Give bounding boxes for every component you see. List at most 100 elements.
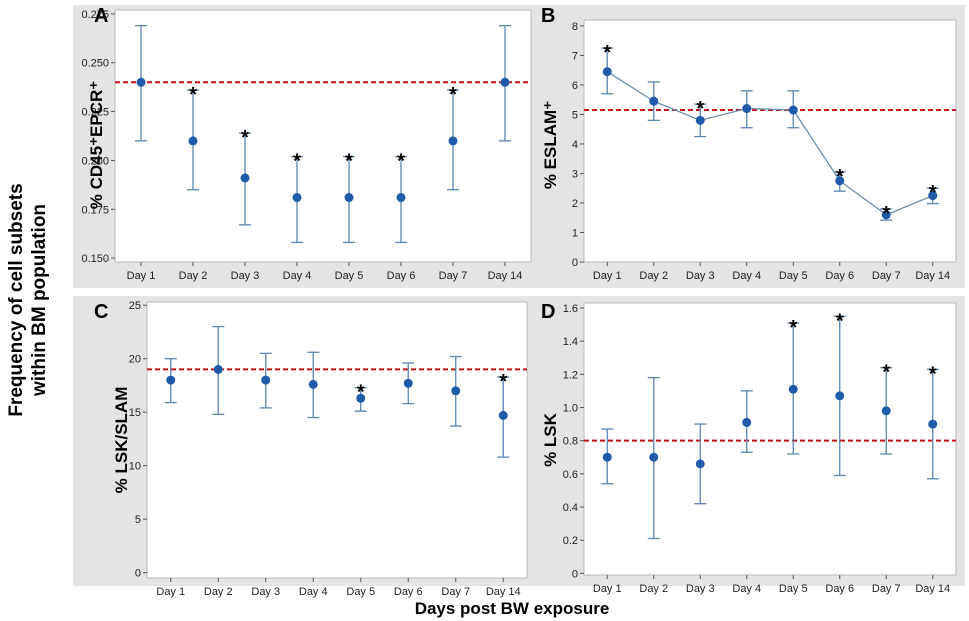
panel-c-ytick-label: 25 [129, 300, 141, 312]
panel-b: B % ESLAM⁺ 0 1 2 3 4 5 6 7 8 Day 1 Day 2 Day 3 Day 4 Da… [533, 5, 965, 288]
panel-c-plot-area [146, 301, 528, 579]
panel-a-xtick-label: Day 5 [335, 270, 364, 282]
panel-a-point [188, 136, 198, 146]
panel-b-xtick-label: Day 14 [915, 270, 950, 282]
panel-d-ytick-label: 1.0 [563, 402, 578, 414]
panel-b-significance-star: * [603, 42, 611, 64]
panel-d-point [928, 419, 938, 429]
panel-c-xtick-label: Day 4 [299, 586, 328, 598]
panel-b-significance-star: * [836, 166, 844, 188]
panel-a-point [292, 193, 302, 203]
panel-b-xtick-label: Day 6 [825, 270, 854, 282]
panel-c-xtick-label: Day 2 [204, 586, 233, 598]
panel-a-xtick-label: Day 6 [387, 270, 416, 282]
panel-b-xtick-label: Day 3 [686, 270, 715, 282]
panel-d-ytick-label: 1.4 [563, 336, 578, 348]
panel-d-ytick-label: 0.2 [563, 535, 578, 547]
panel-a-ytick-label: 0.175 [81, 204, 109, 216]
panel-c-significance-star: * [357, 382, 365, 404]
panel-b-point [881, 210, 891, 220]
panel-c-xtick-label: Day 5 [346, 586, 375, 598]
panel-d-significance-star: * [882, 362, 890, 384]
panel-c-point [308, 379, 318, 389]
panel-a: A % CD45⁺EPCR⁺ 0.150 0.175 0.200 0.225 0.250 0.… [73, 5, 536, 288]
panel-a-significance-star: * [449, 84, 457, 106]
panel-b-plot-area [583, 19, 957, 263]
panel-b-significance-star: * [929, 182, 937, 204]
panel-b-series-line [606, 71, 933, 216]
panel-c-point [498, 410, 508, 420]
panel-a-significance-star: * [397, 151, 405, 173]
panel-a-ytick-label: 0.225 [81, 107, 109, 119]
panel-d: D % LSK 0 0.2 0.4 0.6 0.8 1.0 1.2 1.4 1.6 Day 1 Day … [533, 296, 965, 595]
panel-a-point [240, 173, 250, 183]
panel-b-ytick-label: 8 [572, 21, 578, 33]
panel-a-xtick-label: Day 3 [231, 270, 260, 282]
panel-b-xtick-label: Day 4 [732, 270, 761, 282]
panel-a-point [448, 136, 458, 146]
panel-d-point [835, 391, 845, 401]
panel-d-significance-star: * [929, 363, 937, 385]
panel-b-ytick-label: 7 [572, 50, 578, 62]
panel-b-ytick-label: 1 [572, 227, 578, 239]
panel-c-point [451, 386, 461, 396]
panel-b-point [742, 104, 752, 114]
panel-a-point [500, 77, 510, 87]
panel-d-plot-area [583, 302, 957, 576]
panel-a-significance-star: * [345, 151, 353, 173]
panel-c-ylabel: % LSK/SLAM [112, 387, 131, 494]
panel-b-xtick-label: Day 7 [872, 270, 901, 282]
panel-d-letter: D [541, 301, 555, 323]
panel-a-letter: A [94, 5, 108, 27]
panel-b-point [695, 115, 705, 125]
panel-c-point [166, 375, 176, 385]
panel-c-point [213, 364, 223, 374]
figure-xlabel: Days post BW exposure [415, 599, 610, 618]
panel-b-point [835, 176, 845, 186]
panel-d-ytick-label: 1.2 [563, 369, 578, 381]
panel-d-significance-star: * [789, 317, 797, 339]
panel-d-ytick-label: 0.8 [563, 436, 578, 448]
panel-a-xtick-label: Day 2 [179, 270, 208, 282]
panel-a-ytick-label: 0.150 [81, 253, 109, 265]
panel-c-letter: C [94, 301, 108, 323]
panel-c-ytick-label: 20 [129, 354, 141, 366]
panel-a-ytick-label: 0.250 [81, 58, 109, 70]
panel-d-ylabel: % LSK [541, 412, 560, 467]
panel-b-ylabel: % ESLAM⁺ [541, 101, 560, 189]
panel-a-xtick-label: Day 1 [127, 270, 156, 282]
panel-c-ytick-label: 0 [135, 568, 141, 580]
panel-d-ytick-label: 1.6 [563, 303, 578, 315]
panel-d-significance-star: * [836, 310, 844, 332]
panel-d-point [788, 384, 798, 394]
panel-d-xtick-label: Day 6 [825, 583, 854, 595]
panel-b-point [649, 96, 659, 106]
panel-a-xtick-label: Day 7 [439, 270, 468, 282]
panel-b-ytick-label: 4 [572, 139, 578, 151]
figure-ylabel-line2: within BM population [29, 204, 50, 397]
panel-d-xtick-label: Day 3 [686, 583, 715, 595]
panel-d-xtick-label: Day 5 [779, 583, 808, 595]
panel-a-ytick-label: 0.275 [81, 9, 109, 21]
panel-d-point [602, 452, 612, 462]
panel-c-xtick-label: Day 14 [486, 586, 521, 598]
panel-b-xtick-label: Day 5 [779, 270, 808, 282]
panel-b-ytick-label: 6 [572, 80, 578, 92]
panel-a-xtick-label: Day 14 [488, 270, 523, 282]
panel-a-point [344, 193, 354, 203]
panel-c-ytick-label: 5 [135, 514, 141, 526]
panel-b-significance-star: * [696, 98, 704, 120]
panel-a-ylabel: % CD45⁺EPCR⁺ [87, 81, 106, 210]
panel-d-xtick-label: Day 7 [872, 583, 901, 595]
panel-a-xtick-label: Day 4 [283, 270, 312, 282]
panel-b-significance-star: * [882, 203, 890, 225]
panel-a-point [396, 193, 406, 203]
panel-b-point [788, 105, 798, 115]
panel-b-ytick-label: 2 [572, 198, 578, 210]
panel-d-point [695, 459, 705, 469]
panel-a-significance-star: * [189, 84, 197, 106]
figure-ylabel-line1: Frequency of cell subsets [6, 183, 27, 416]
panel-b-xtick-label: Day 1 [593, 270, 622, 282]
panel-c-point [356, 393, 366, 403]
